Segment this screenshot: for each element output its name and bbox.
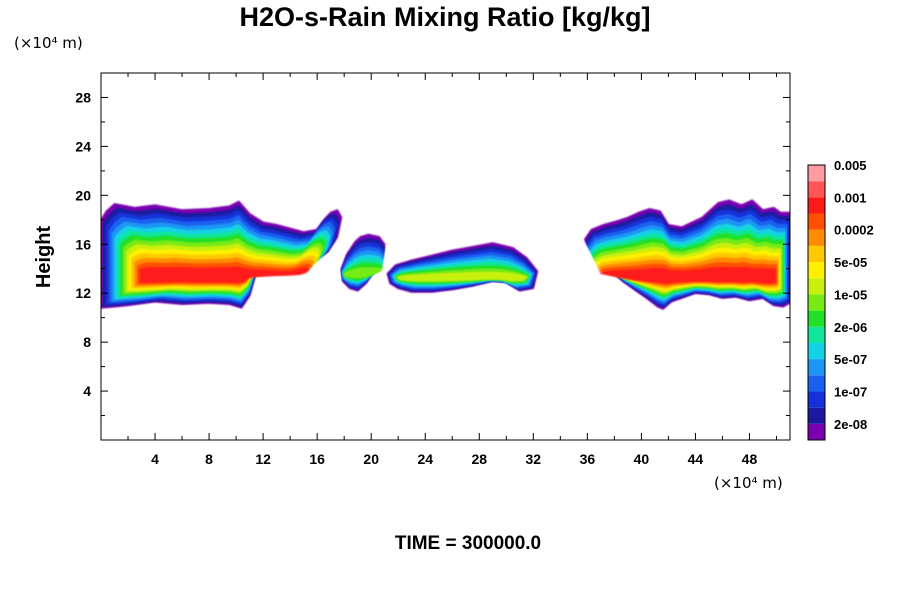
plot-frame	[100, 72, 791, 441]
colorbar-swatch	[808, 294, 825, 311]
colorbar-label: 0.0002	[834, 223, 874, 238]
y-tick-label: 12	[75, 285, 91, 301]
contour-region	[583, 199, 790, 310]
colorbar-swatch	[808, 181, 825, 198]
contour-region	[340, 233, 386, 292]
colorbar-swatch	[808, 342, 825, 360]
x-tick-label: 48	[742, 451, 758, 467]
colorbar-label: 2e-08	[834, 417, 867, 432]
colorbar-swatch	[808, 278, 825, 295]
y-axis-label: Height	[33, 226, 55, 289]
colorbar-label: 1e-07	[834, 384, 867, 399]
colorbar-swatch	[808, 423, 825, 440]
colorbar-label: 5e-07	[834, 352, 867, 367]
x-tick-label: 32	[526, 451, 542, 467]
colorbar-swatch	[808, 229, 825, 246]
colorbar-swatch	[808, 359, 825, 376]
x-axis: 4 8 12 16 20 24 28 32 36 40 44 48	[127, 73, 777, 467]
colorbar-label: 1e-05	[834, 287, 867, 302]
plot-area	[101, 199, 790, 310]
x-tick-label: 12	[255, 451, 271, 467]
time-label: TIME = 300000.0	[395, 533, 541, 554]
colorbar-swatch	[808, 310, 825, 327]
contour-region	[386, 242, 539, 293]
x-unit-label: (×10⁴ m)	[714, 474, 783, 492]
x-tick-label: 16	[309, 451, 325, 467]
contour-band	[599, 266, 776, 284]
x-tick-label: 40	[634, 451, 650, 467]
colorbar-swatch	[808, 262, 825, 279]
colorbar-label: 0.001	[834, 190, 867, 205]
colorbar: 2e-08 1e-07 5e-07 2e-06 1e-05 5e-05 0.0002 0.00…	[807, 158, 874, 441]
x-tick-label: 4	[151, 451, 159, 467]
colorbar-frame	[807, 164, 826, 441]
colorbar-swatch	[808, 245, 825, 263]
chart-title: H2O-s-Rain Mixing Ratio [kg/kg]	[239, 2, 650, 32]
y-axis: 4 8 12 16 20 24 28	[75, 89, 790, 417]
x-tick-label: 44	[688, 451, 704, 467]
y-unit-label: (×10⁴ m)	[14, 34, 83, 52]
colorbar-swatch	[808, 375, 825, 392]
contour-band	[139, 266, 310, 284]
colorbar-swatch	[808, 165, 825, 182]
colorbar-label: 2e-06	[834, 320, 867, 335]
y-tick-label: 28	[75, 89, 91, 105]
x-tick-label: 36	[580, 451, 596, 467]
colorbar-label: 5e-05	[834, 255, 867, 270]
colorbar-swatch	[808, 326, 825, 343]
x-tick-label: 20	[363, 451, 379, 467]
colorbar-swatch	[808, 197, 825, 214]
contour-band	[343, 266, 383, 279]
y-tick-label: 24	[75, 138, 91, 154]
contour-region	[101, 200, 343, 309]
y-tick-label: 20	[75, 187, 91, 203]
x-tick-label: 28	[471, 451, 487, 467]
y-tick-label: 8	[83, 334, 91, 350]
colorbar-swatch	[808, 391, 825, 408]
x-tick-label: 24	[417, 451, 433, 467]
contour-band	[397, 271, 528, 282]
colorbar-label: 0.005	[834, 158, 867, 173]
colorbar-swatch	[808, 213, 825, 230]
x-tick-label: 8	[205, 451, 213, 467]
y-tick-label: 4	[83, 383, 91, 399]
y-tick-label: 16	[75, 236, 91, 252]
colorbar-swatch	[808, 407, 825, 424]
